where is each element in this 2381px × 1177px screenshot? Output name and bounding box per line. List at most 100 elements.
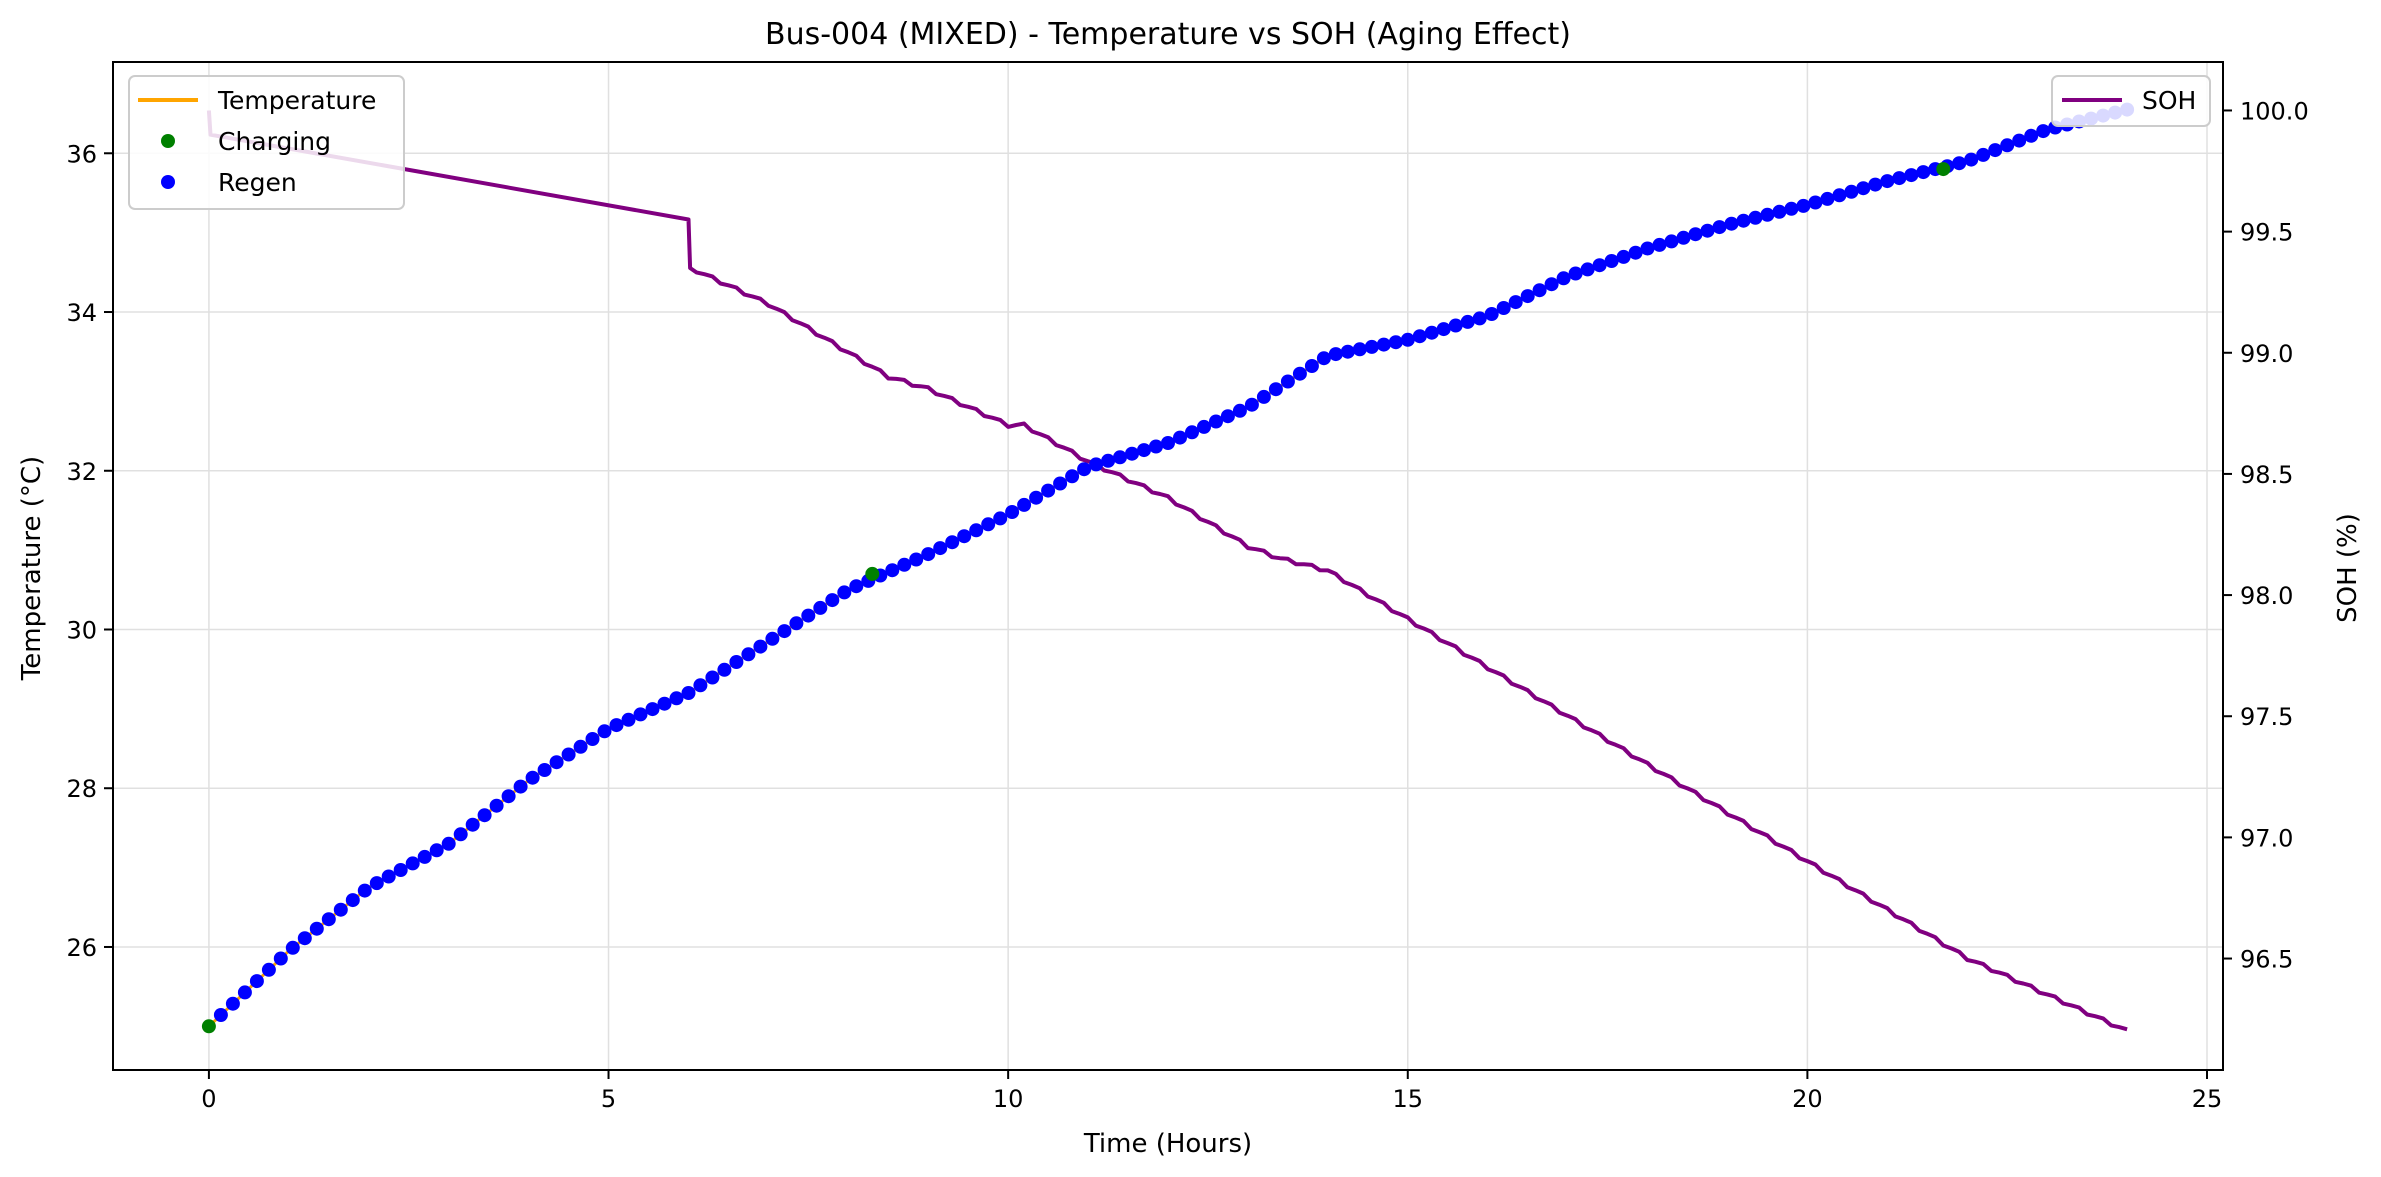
regen-point [1053, 476, 1068, 491]
regen-point [1161, 436, 1175, 450]
regen-point [1149, 439, 1163, 454]
regen-point [657, 696, 672, 711]
regen-point [1436, 322, 1451, 337]
regen-point [1892, 171, 1907, 186]
regen-point [1676, 230, 1691, 245]
regen-point [945, 535, 960, 550]
regen-point [1700, 223, 1715, 238]
regen-point [669, 691, 684, 706]
regen-point [1101, 453, 1116, 468]
soh-line [206, 110, 2128, 1032]
regen-point [1316, 351, 1331, 366]
regen-point [1472, 311, 1487, 326]
regen-point [1197, 419, 1211, 434]
regen-point [381, 869, 396, 884]
regen-point [705, 670, 720, 685]
regen-point [1748, 210, 1763, 225]
regen-point [2036, 124, 2051, 139]
charging-point [1936, 162, 1951, 177]
regen-point [1460, 314, 1475, 329]
regen-point [729, 655, 744, 669]
legend-label: Charging [218, 127, 331, 156]
regen-point [813, 600, 828, 615]
regen-point [837, 585, 852, 600]
regen-point [1736, 213, 1751, 228]
regen-point [477, 808, 492, 823]
regen-point [1065, 469, 1080, 484]
regen-point [1496, 301, 1511, 315]
legend-swatch-marker [161, 134, 175, 148]
regen-point [585, 732, 600, 746]
regen-point [393, 863, 408, 877]
regen-point [2012, 133, 2027, 148]
regen-point [1520, 289, 1535, 304]
regen-point [549, 755, 564, 770]
y-right-tick-label: 96.5 [2240, 946, 2293, 974]
regen-point [249, 974, 264, 989]
regen-point [1640, 241, 1655, 256]
regen-point [1209, 414, 1223, 429]
regen-point [1508, 295, 1523, 310]
x-tick-label: 15 [1392, 1085, 1423, 1113]
regen-point [1173, 430, 1187, 445]
regen-point [1808, 195, 1823, 210]
regen-point [1952, 156, 1967, 171]
regen-point [357, 883, 372, 898]
regen-point [1185, 425, 1199, 440]
y-right-tick-label: 99.5 [2240, 219, 2293, 247]
regen-point [1832, 188, 1847, 203]
regen-point [309, 921, 324, 936]
x-axis-label: Time (Hours) [1083, 1129, 1252, 1159]
regen-point [1232, 403, 1247, 418]
chart-title: Bus-004 (MIXED) - Temperature vs SOH (Ag… [765, 17, 1571, 52]
regen-point [1041, 483, 1056, 498]
regen-point [1424, 325, 1439, 340]
regen-point [789, 616, 804, 631]
regen-point [333, 902, 348, 917]
regen-point [849, 579, 864, 594]
y-left-tick-label: 34 [66, 299, 97, 327]
x-tick-label: 10 [993, 1085, 1024, 1113]
regen-point [1089, 457, 1104, 472]
regen-point [429, 843, 444, 858]
regen-point [1604, 254, 1619, 268]
regen-point [969, 523, 984, 538]
y-right-tick-label: 97.5 [2240, 703, 2293, 731]
axis-ticks: 0 5 10 15 20 25 26 28 30 32 34 36 96.5 97.0 97.5 98.0 98… [66, 97, 2308, 1113]
regen-point [321, 912, 336, 927]
regen-point [1017, 497, 1032, 512]
legend-right: SOH [2051, 75, 2211, 127]
regen-point [1964, 152, 1979, 167]
regen-point [885, 563, 900, 578]
regen-point [1280, 374, 1295, 389]
grid-layer [113, 62, 2223, 1070]
y-right-tick-label: 97.0 [2240, 824, 2293, 852]
x-tick-label: 5 [601, 1085, 616, 1113]
regen-point [957, 529, 972, 544]
regen-point [1113, 450, 1127, 465]
regen-point [1568, 266, 1583, 281]
regen-point [1328, 347, 1343, 362]
soh-series [206, 110, 2128, 1032]
regen-point [417, 849, 432, 864]
regen-point [369, 876, 384, 891]
regen-point [981, 517, 996, 532]
regen-point [573, 739, 588, 754]
regen-point [633, 707, 648, 722]
regen-point [1244, 397, 1259, 412]
regen-point [1352, 342, 1367, 357]
regen-point [825, 593, 840, 608]
y-left-tick-label: 36 [66, 140, 97, 168]
regen-point [897, 557, 912, 572]
regen-point [1664, 234, 1679, 249]
y-right-tick-label: 98.0 [2240, 582, 2293, 610]
regen-point [1652, 237, 1667, 252]
regen-point [1880, 174, 1895, 189]
regen-point [1592, 258, 1607, 273]
regen-point [261, 962, 276, 977]
regen-point [345, 893, 360, 908]
legend-label: SOH [2142, 86, 2196, 115]
legend-left: Temperature Charging Regen [128, 75, 405, 210]
regen-point [1005, 505, 1020, 519]
